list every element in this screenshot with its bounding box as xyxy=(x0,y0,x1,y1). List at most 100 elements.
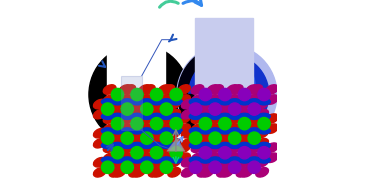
Polygon shape xyxy=(167,138,185,151)
Ellipse shape xyxy=(111,99,124,105)
Circle shape xyxy=(101,132,114,144)
Ellipse shape xyxy=(191,124,204,133)
Ellipse shape xyxy=(170,128,182,134)
Circle shape xyxy=(258,118,270,130)
Ellipse shape xyxy=(266,95,278,104)
Ellipse shape xyxy=(152,139,165,148)
Circle shape xyxy=(177,44,277,145)
Ellipse shape xyxy=(93,99,106,109)
Ellipse shape xyxy=(216,168,229,177)
Ellipse shape xyxy=(236,157,249,167)
Ellipse shape xyxy=(240,139,253,148)
Ellipse shape xyxy=(178,85,191,94)
Circle shape xyxy=(89,44,189,145)
Ellipse shape xyxy=(238,157,251,163)
Ellipse shape xyxy=(216,109,229,119)
Ellipse shape xyxy=(158,95,171,104)
Ellipse shape xyxy=(209,142,222,149)
Circle shape xyxy=(160,132,173,144)
Ellipse shape xyxy=(230,143,243,153)
Ellipse shape xyxy=(131,128,143,134)
Ellipse shape xyxy=(148,168,161,177)
Ellipse shape xyxy=(103,95,116,104)
Circle shape xyxy=(219,118,231,130)
Ellipse shape xyxy=(101,142,114,149)
Ellipse shape xyxy=(236,109,249,119)
Ellipse shape xyxy=(142,114,155,123)
Ellipse shape xyxy=(197,99,210,109)
Circle shape xyxy=(160,161,173,174)
Ellipse shape xyxy=(111,157,124,163)
Ellipse shape xyxy=(209,113,222,119)
Ellipse shape xyxy=(191,143,204,153)
Circle shape xyxy=(121,132,133,144)
Ellipse shape xyxy=(139,124,151,133)
FancyArrowPatch shape xyxy=(160,1,178,7)
Circle shape xyxy=(238,118,251,130)
Ellipse shape xyxy=(168,99,181,109)
Ellipse shape xyxy=(201,139,214,148)
Bar xyxy=(121,76,142,130)
Ellipse shape xyxy=(201,168,214,177)
Circle shape xyxy=(101,161,114,174)
Ellipse shape xyxy=(123,85,135,94)
Circle shape xyxy=(170,88,182,101)
Ellipse shape xyxy=(132,157,145,167)
Ellipse shape xyxy=(246,114,259,123)
Ellipse shape xyxy=(113,139,126,148)
Ellipse shape xyxy=(226,143,239,153)
Ellipse shape xyxy=(150,157,163,163)
Ellipse shape xyxy=(142,153,155,163)
Ellipse shape xyxy=(103,124,116,133)
Ellipse shape xyxy=(248,157,261,163)
Ellipse shape xyxy=(240,99,253,109)
Ellipse shape xyxy=(207,85,219,94)
Ellipse shape xyxy=(201,109,214,119)
Circle shape xyxy=(209,161,221,174)
Ellipse shape xyxy=(219,128,231,134)
Ellipse shape xyxy=(211,95,223,104)
Ellipse shape xyxy=(219,142,231,149)
Ellipse shape xyxy=(162,153,175,163)
Ellipse shape xyxy=(189,99,202,105)
Ellipse shape xyxy=(209,128,222,134)
Ellipse shape xyxy=(207,124,219,133)
Circle shape xyxy=(170,146,182,159)
Circle shape xyxy=(258,88,270,101)
Ellipse shape xyxy=(93,128,106,138)
Ellipse shape xyxy=(258,142,270,149)
Circle shape xyxy=(131,88,143,101)
Ellipse shape xyxy=(111,113,124,119)
Ellipse shape xyxy=(168,139,181,148)
Ellipse shape xyxy=(150,113,163,119)
Circle shape xyxy=(248,103,261,115)
Ellipse shape xyxy=(129,157,141,167)
Circle shape xyxy=(141,103,153,115)
Ellipse shape xyxy=(121,128,134,134)
Ellipse shape xyxy=(170,113,182,119)
Ellipse shape xyxy=(132,109,145,119)
Text: $\bar{G}$: $\bar{G}$ xyxy=(170,111,178,124)
Ellipse shape xyxy=(207,153,219,163)
Ellipse shape xyxy=(238,142,251,149)
Ellipse shape xyxy=(129,109,141,119)
Ellipse shape xyxy=(152,99,165,109)
Ellipse shape xyxy=(236,139,249,148)
Ellipse shape xyxy=(178,143,191,153)
Ellipse shape xyxy=(148,109,161,119)
Ellipse shape xyxy=(209,157,222,163)
Ellipse shape xyxy=(103,85,116,94)
Ellipse shape xyxy=(119,124,132,133)
Ellipse shape xyxy=(109,128,122,138)
Ellipse shape xyxy=(207,95,219,104)
Ellipse shape xyxy=(129,139,141,148)
Ellipse shape xyxy=(240,168,253,177)
Circle shape xyxy=(189,103,202,115)
Circle shape xyxy=(150,118,163,130)
Ellipse shape xyxy=(266,124,278,133)
Circle shape xyxy=(228,161,241,174)
Circle shape xyxy=(121,103,133,115)
Circle shape xyxy=(111,118,124,130)
Circle shape xyxy=(199,146,211,159)
Ellipse shape xyxy=(101,128,114,134)
